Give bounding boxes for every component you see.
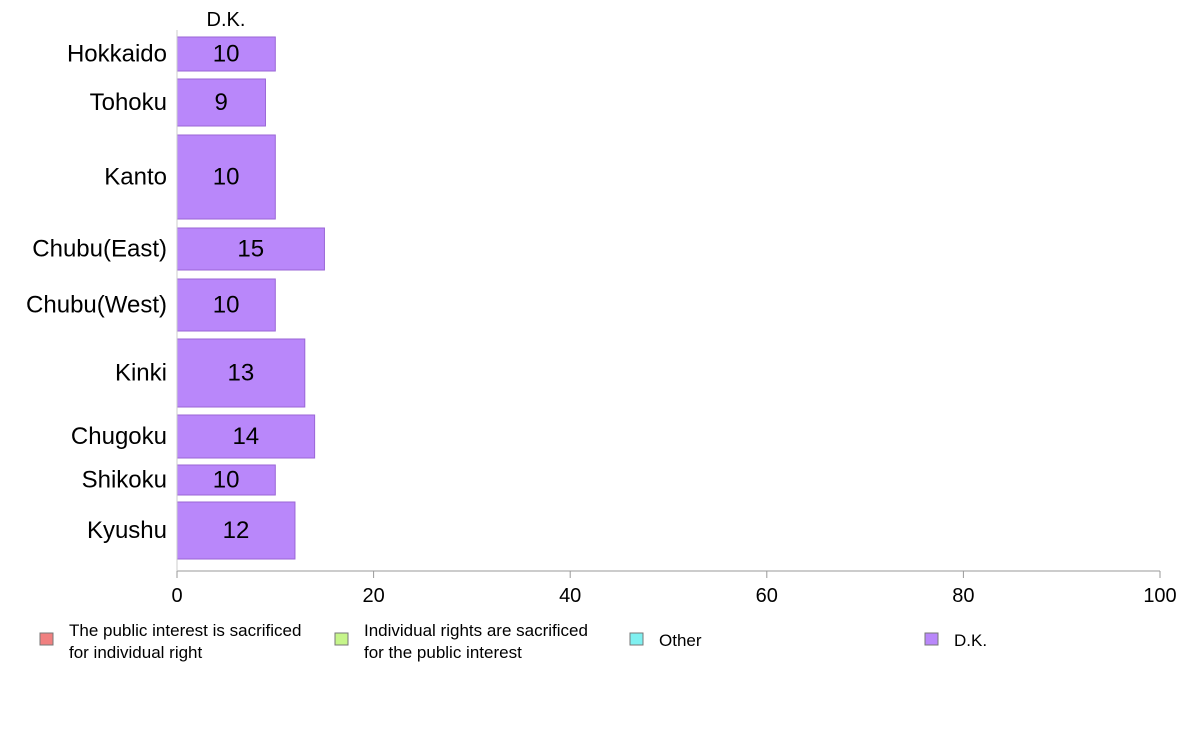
category-label: Chugoku	[71, 423, 167, 450]
category-label: Hokkaido	[67, 41, 167, 68]
bar-value-label: 12	[223, 517, 250, 544]
bar-value-label: 15	[237, 236, 264, 263]
legend-label: Individual rights are sacrificed	[364, 621, 588, 640]
bars-group	[176, 36, 325, 560]
bar-value-label: 10	[213, 467, 240, 494]
bar-chubu-east--series-3	[176, 227, 325, 271]
category-label: Chubu(West)	[26, 292, 167, 319]
legend-label: The public interest is sacrificed	[69, 621, 301, 640]
x-tick-label: 80	[952, 585, 974, 607]
bar-value-label: 10	[213, 41, 240, 68]
category-label: Shikoku	[82, 467, 167, 494]
bar-chubu-west--series-3	[176, 278, 276, 332]
legend-label: D.K.	[954, 631, 987, 650]
category-label: Kinki	[115, 360, 167, 387]
category-label: Chubu(East)	[32, 236, 167, 263]
x-tick-label: 20	[362, 585, 384, 607]
bar-value-label: 10	[213, 164, 240, 191]
bar-value-labels: 10 9 10 15 10 13 14 10 12	[213, 41, 264, 545]
bar-tohoku-series-3	[176, 78, 266, 127]
category-label: Tohoku	[90, 89, 167, 116]
bar-value-label: 10	[213, 292, 240, 319]
legend-swatch	[39, 632, 54, 646]
bar-kinki-series-3	[176, 338, 306, 408]
legend-swatch	[924, 632, 939, 646]
bar-hokkaido-series-3	[176, 36, 276, 72]
x-axis: 0 20 40 60 80 100	[171, 30, 1177, 607]
legend: The public interest is sacrificed for ind…	[39, 621, 987, 662]
category-label: Kyushu	[87, 517, 167, 544]
x-tick-label: 40	[559, 585, 581, 607]
legend-label: for individual right	[69, 643, 203, 662]
x-tick-label: 60	[756, 585, 778, 607]
legend-label: Other	[659, 631, 702, 650]
bar-kanto-series-3	[176, 134, 276, 220]
bar-value-label: 9	[215, 89, 228, 116]
legend-swatch	[334, 632, 349, 646]
bar-value-label: 13	[228, 360, 255, 387]
bar-value-label: 14	[232, 423, 259, 450]
legend-swatch	[629, 632, 644, 646]
category-label: Kanto	[104, 164, 167, 191]
category-labels: Hokkaido Tohoku Kanto Chubu(East) Chubu(West…	[26, 41, 167, 545]
bar-chugoku-series-3	[176, 414, 316, 459]
series-header: D.K.	[207, 9, 246, 31]
x-tick-label: 0	[171, 585, 182, 607]
legend-label: for the public interest	[364, 643, 522, 662]
x-tick-label: 100	[1143, 585, 1176, 607]
